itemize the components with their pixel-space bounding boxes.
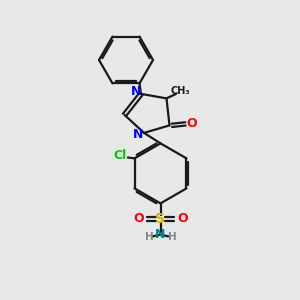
Text: CH₃: CH₃	[171, 86, 190, 96]
Text: N: N	[133, 128, 143, 141]
Text: S: S	[155, 212, 166, 226]
Text: Cl: Cl	[114, 149, 127, 162]
Text: O: O	[187, 117, 197, 130]
Text: N: N	[130, 85, 141, 98]
Text: N: N	[155, 228, 166, 241]
Text: O: O	[177, 212, 188, 226]
Text: H: H	[145, 232, 154, 242]
Text: O: O	[133, 212, 144, 226]
Text: H: H	[167, 232, 176, 242]
